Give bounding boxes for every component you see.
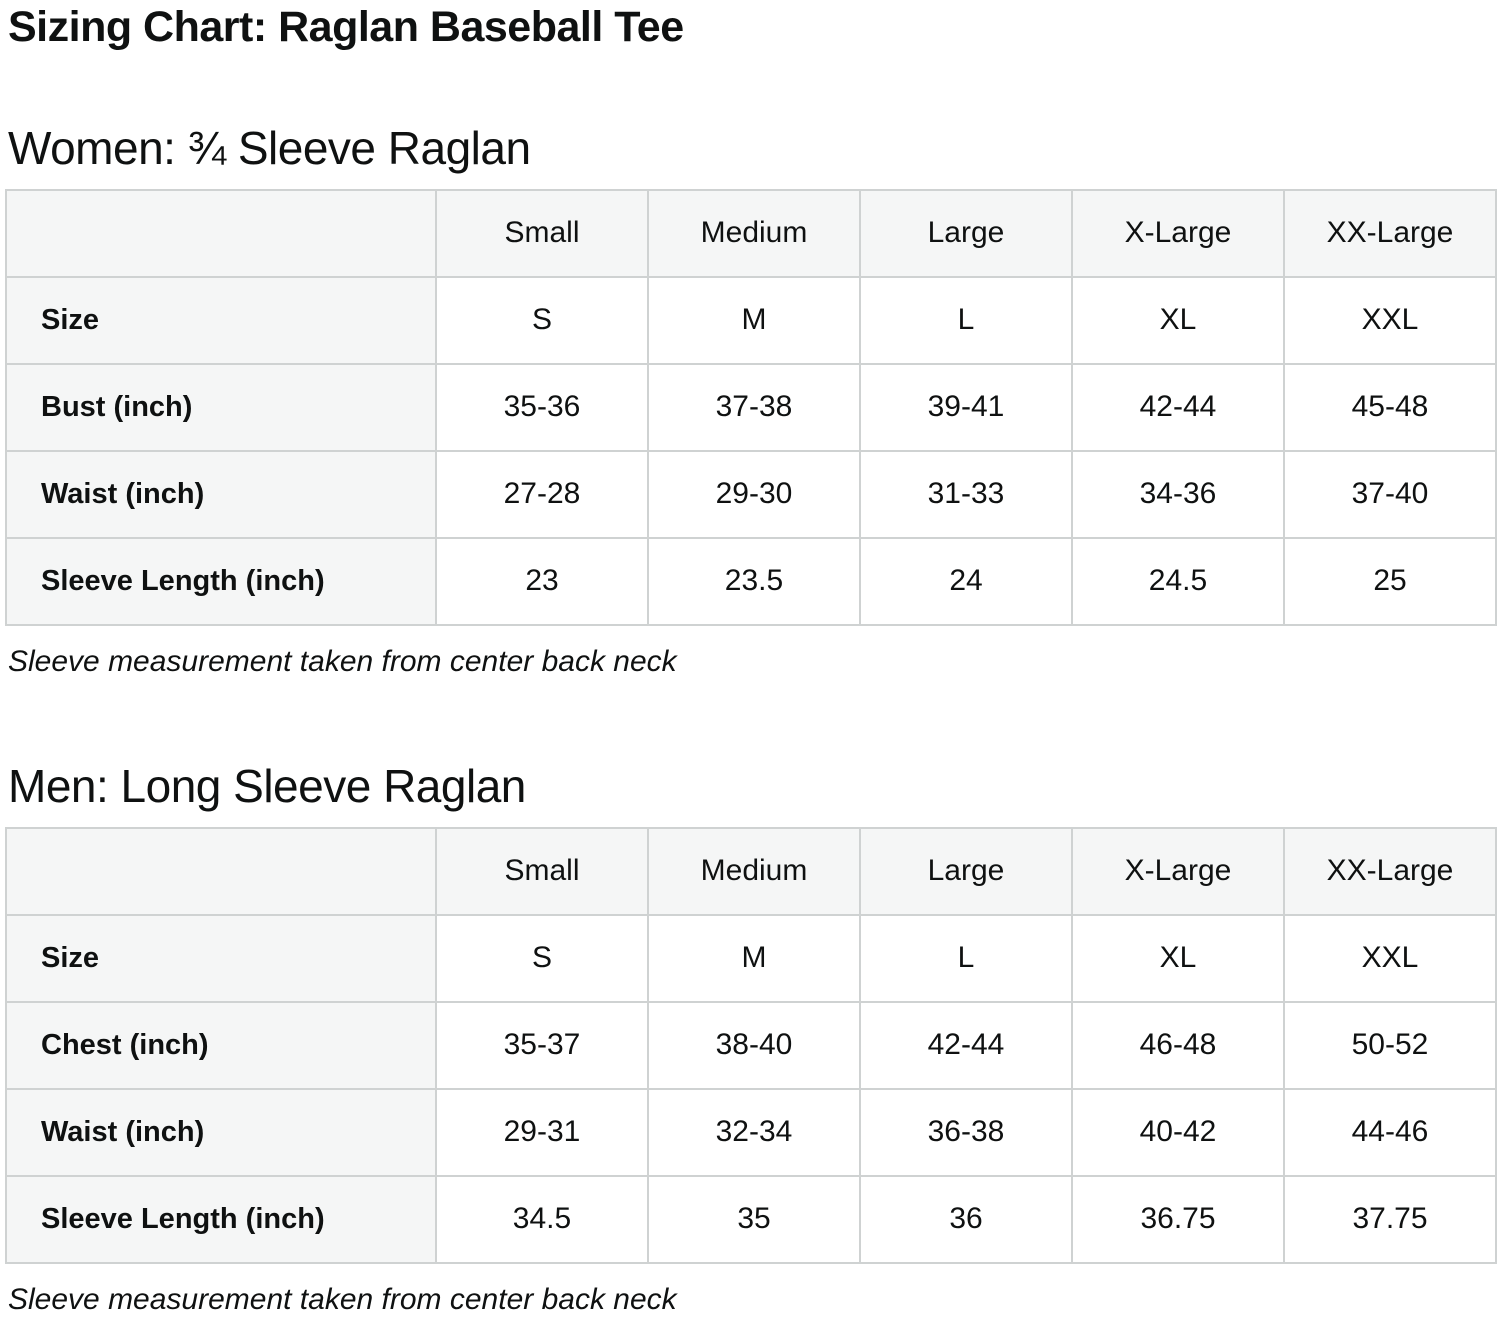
column-header: Large [859,826,1073,916]
data-cell: 29-30 [647,449,861,539]
data-cell: 34-36 [1071,449,1285,539]
column-header: Medium [647,826,861,916]
data-cell: 23.5 [647,536,861,626]
column-header: Small [435,188,649,278]
data-cell: XL [1071,275,1285,365]
corner-cell [5,188,437,278]
data-cell: 32-34 [647,1087,861,1177]
column-header: XX-Large [1283,826,1497,916]
table-row: Bust (inch) 35-36 37-38 39-41 42-44 45-48 [5,362,1497,452]
table-row: Waist (inch) 27-28 29-30 31-33 34-36 37-40 [5,449,1497,539]
row-label: Bust (inch) [5,362,437,452]
women-section-heading: Women: ¾ Sleeve Raglan [8,122,531,175]
data-cell: 42-44 [1071,362,1285,452]
column-header: X-Large [1071,188,1285,278]
table-row: Sleeve Length (inch) 23 23.5 24 24.5 25 [5,536,1497,626]
data-cell: 37-40 [1283,449,1497,539]
data-cell: 36.75 [1071,1174,1285,1264]
data-cell: 36-38 [859,1087,1073,1177]
data-cell: 39-41 [859,362,1073,452]
data-cell: 50-52 [1283,1000,1497,1090]
data-cell: 36 [859,1174,1073,1264]
section-men: Men: Long Sleeve Raglan Small Medium Large… [5,760,1497,1317]
table-row: Size S M L XL XXL [5,913,1497,1003]
data-cell: 24 [859,536,1073,626]
data-cell: M [647,913,861,1003]
men-size-table: Small Medium Large X-Large XX-Large Size S M L X… [5,826,1497,1264]
data-cell: 29-31 [435,1087,649,1177]
women-size-table: Small Medium Large X-Large XX-Large Size S M L X… [5,188,1497,626]
data-cell: 23 [435,536,649,626]
corner-cell [5,826,437,916]
column-header: Large [859,188,1073,278]
data-cell: 44-46 [1283,1087,1497,1177]
men-section-heading: Men: Long Sleeve Raglan [8,760,526,813]
data-cell: S [435,275,649,365]
data-cell: XXL [1283,913,1497,1003]
data-cell: 35-37 [435,1000,649,1090]
row-label: Sleeve Length (inch) [5,1174,437,1264]
data-cell: 38-40 [647,1000,861,1090]
row-label: Waist (inch) [5,1087,437,1177]
data-cell: 25 [1283,536,1497,626]
data-cell: 40-42 [1071,1087,1285,1177]
data-cell: 46-48 [1071,1000,1285,1090]
column-header: Small [435,826,649,916]
data-cell: M [647,275,861,365]
row-label: Chest (inch) [5,1000,437,1090]
column-header: X-Large [1071,826,1285,916]
data-cell: 24.5 [1071,536,1285,626]
table-header-row: Small Medium Large X-Large XX-Large [5,826,1497,916]
data-cell: L [859,275,1073,365]
data-cell: 42-44 [859,1000,1073,1090]
data-cell: 34.5 [435,1174,649,1264]
row-label: Sleeve Length (inch) [5,536,437,626]
data-cell: 27-28 [435,449,649,539]
data-cell: 31-33 [859,449,1073,539]
data-cell: XL [1071,913,1285,1003]
row-label: Size [5,275,437,365]
table-row: Waist (inch) 29-31 32-34 36-38 40-42 44-46 [5,1087,1497,1177]
data-cell: 35 [647,1174,861,1264]
data-cell: 37.75 [1283,1174,1497,1264]
data-cell: 37-38 [647,362,861,452]
column-header: Medium [647,188,861,278]
page-title: Sizing Chart: Raglan Baseball Tee [8,3,684,51]
section-women: Women: ¾ Sleeve Raglan Small Medium Large X… [5,122,1497,679]
data-cell: L [859,913,1073,1003]
column-header: XX-Large [1283,188,1497,278]
row-label: Size [5,913,437,1003]
men-sleeve-note: Sleeve measurement taken from center bac… [8,1282,677,1316]
table-row: Chest (inch) 35-37 38-40 42-44 46-48 50-52 [5,1000,1497,1090]
women-sleeve-note: Sleeve measurement taken from center bac… [8,644,677,678]
table-row: Sleeve Length (inch) 34.5 35 36 36.75 37.75 [5,1174,1497,1264]
data-cell: 35-36 [435,362,649,452]
table-header-row: Small Medium Large X-Large XX-Large [5,188,1497,278]
row-label: Waist (inch) [5,449,437,539]
data-cell: XXL [1283,275,1497,365]
table-row: Size S M L XL XXL [5,275,1497,365]
data-cell: 45-48 [1283,362,1497,452]
data-cell: S [435,913,649,1003]
